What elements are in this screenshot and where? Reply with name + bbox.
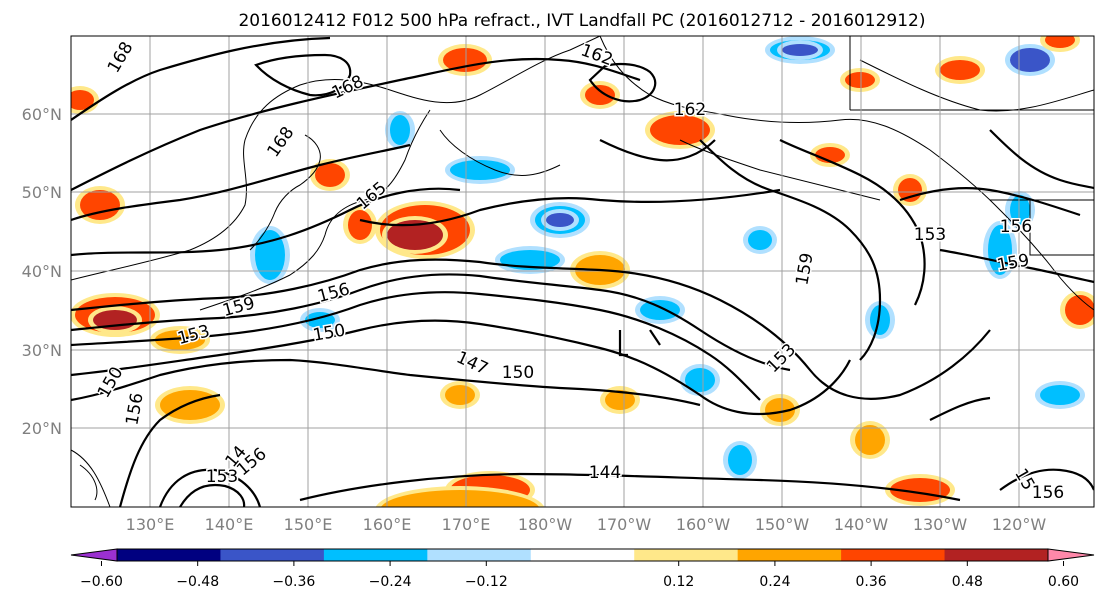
lat-label: 20°N [22, 419, 62, 438]
map-frame [70, 35, 1095, 508]
contour-label: 156 [1032, 483, 1064, 503]
colorbar-segment [323, 549, 428, 561]
height-contours [71, 36, 1094, 507]
colorbar-tick-label: −0.12 [465, 574, 508, 590]
colorbar-tick-label: −0.24 [369, 574, 412, 590]
colorbar-frame [116, 548, 1049, 562]
shading-blob [940, 60, 980, 80]
shading-blob [1010, 48, 1050, 72]
colorbar-extend-max [1047, 548, 1095, 562]
lon-label: 130°W [913, 515, 968, 534]
shading-blob [748, 230, 772, 250]
graticule [71, 36, 1094, 507]
colorbar-tick-label: 0.24 [759, 574, 790, 590]
colorbar-ticks: −0.60 −0.48 −0.36 −0.24 −0.12 0.12 0.24 0.36 0.4… [80, 561, 1079, 590]
shading-blob [390, 115, 410, 145]
shading-blob [728, 445, 752, 475]
shading-blob [450, 160, 510, 180]
colorbar-tick-label: −0.60 [80, 574, 123, 590]
colorbar-segment [117, 549, 221, 561]
shading-blob [1040, 385, 1080, 405]
shading-blob [546, 213, 574, 227]
lon-label: 160°W [676, 515, 731, 534]
colorbar-tick-label: 0.60 [1048, 574, 1079, 590]
contour-label: 153 [914, 225, 946, 245]
colorbar: −0.60 −0.48 −0.36 −0.24 −0.12 0.12 0.24 0.36 0.4… [70, 548, 1095, 590]
shading-blob [1010, 195, 1030, 225]
shading-blob [765, 398, 795, 422]
shading-blob [870, 305, 890, 335]
lat-label: 40°N [22, 262, 62, 281]
lon-label: 130°E [126, 515, 175, 534]
shading-blob [640, 300, 680, 320]
colorbar-tick-label: 0.36 [856, 574, 887, 590]
colorbar-segment [944, 549, 1049, 561]
shading-blob [1045, 36, 1075, 48]
colorbar-segment [737, 549, 842, 561]
contour-label: 150 [311, 320, 346, 345]
longitude-labels: 130°E 140°E 150°E 160°E 170°E 180°W 170°… [126, 515, 1047, 534]
shading-blob [445, 385, 475, 405]
shading-blob [380, 490, 540, 507]
lon-label: 140°W [834, 515, 889, 534]
shading-blob [605, 390, 635, 410]
shading-blob [387, 220, 443, 250]
shading-blob [855, 425, 885, 455]
shading-blob [348, 210, 372, 240]
shading-blob [315, 163, 345, 187]
contour-label: 144 [589, 463, 621, 483]
shading-blob [845, 72, 875, 88]
colorbar-segment [634, 549, 739, 561]
lon-label: 160°E [363, 515, 412, 534]
contour-label: 153 [206, 467, 238, 487]
shading-blob [782, 44, 818, 56]
shading-blob [160, 390, 220, 420]
colorbar-segment [530, 549, 635, 561]
colorbar-segment [841, 549, 946, 561]
lon-label: 120°W [992, 515, 1047, 534]
colorbar-segment [427, 549, 532, 561]
lon-label: 150°W [755, 515, 810, 534]
colorbar-extend-min [70, 548, 118, 562]
lon-label: 170°W [597, 515, 652, 534]
shading-blob [1065, 295, 1094, 325]
contour-label: 162 [674, 100, 706, 120]
lat-label: 60°N [22, 105, 62, 124]
map-title: 2016012412 F012 500 hPa refract., IVT La… [238, 11, 925, 31]
colorbar-tick-label: 0.12 [663, 574, 694, 590]
shading-blob [155, 330, 205, 350]
lon-label: 170°E [442, 515, 491, 534]
lat-label: 30°N [22, 341, 62, 360]
colorbar-tick-label: −0.36 [272, 574, 315, 590]
shading-blob [585, 85, 615, 105]
contour-label: 150 [502, 363, 534, 383]
colorbar-tick-label: 0.48 [952, 574, 983, 590]
latitude-labels: 60°N 50°N 40°N 30°N 20°N [22, 105, 62, 438]
lon-label: 180°W [518, 515, 573, 534]
lon-label: 150°E [284, 515, 333, 534]
contour-label: 156 [1000, 217, 1032, 237]
shading-blob [71, 90, 94, 110]
shading-blob [685, 368, 715, 392]
lat-label: 50°N [22, 183, 62, 202]
colorbar-segment [220, 549, 325, 561]
colorbar-tick-label: −0.48 [176, 574, 219, 590]
lon-label: 140°E [205, 515, 254, 534]
colorbar-segments [117, 549, 1049, 561]
shading-blob [443, 48, 487, 72]
shading-blob [650, 115, 710, 145]
shading-blob [80, 190, 120, 220]
contour-label: 153 [175, 321, 212, 349]
